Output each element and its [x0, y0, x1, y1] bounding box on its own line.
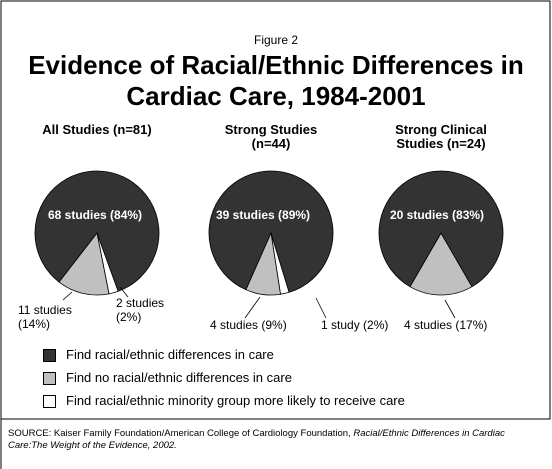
pie-slice	[409, 232, 473, 296]
legend-label: Find racial/ethnic minority group more l…	[66, 393, 405, 408]
legend-swatch	[43, 395, 56, 408]
data-label: 11 studies (14%)	[18, 303, 72, 331]
leader-line	[315, 297, 327, 319]
leader-line	[119, 286, 129, 298]
pie-title: Strong Studies (n=44)	[224, 122, 318, 151]
legend-swatch	[43, 372, 56, 385]
frame	[0, 0, 551, 420]
legend-label: Find racial/ethnic differences in care	[66, 347, 274, 362]
leader-line	[62, 291, 73, 301]
data-label: 4 studies (9%)	[210, 318, 287, 332]
figure-label: Figure 2	[253, 33, 299, 47]
data-label: 39 studies (89%)	[216, 208, 311, 222]
data-label: 1 study (2%)	[321, 318, 389, 332]
data-label: 4 studies (17%)	[404, 318, 488, 332]
pie-title: Strong Clinical Studies (n=24)	[395, 122, 487, 151]
data-label: 2 studies (2%)	[116, 296, 165, 324]
pie-slice	[208, 170, 334, 293]
pie-slice	[58, 232, 110, 296]
leader-line	[444, 299, 456, 319]
pie-slice	[378, 170, 504, 288]
legend-label: Find no racial/ethnic differences in car…	[66, 370, 292, 385]
legend-swatch	[43, 349, 56, 362]
data-label: 68 studies (84%)	[48, 208, 143, 222]
data-label: 20 studies (83%)	[390, 208, 485, 222]
pie-title: All Studies (n=81)	[42, 122, 152, 137]
pie-slice	[34, 170, 160, 292]
source-text: SOURCE: Kaiser Family Foundation/America…	[8, 428, 354, 439]
source-title: Racial/Ethnic Differences in Cardiac Car…	[8, 428, 505, 451]
chart-title: Evidence of Racial/Ethnic Differences in…	[28, 50, 524, 111]
source: SOURCE: Kaiser Family Foundation/America…	[8, 428, 543, 452]
leader-line	[244, 296, 261, 319]
